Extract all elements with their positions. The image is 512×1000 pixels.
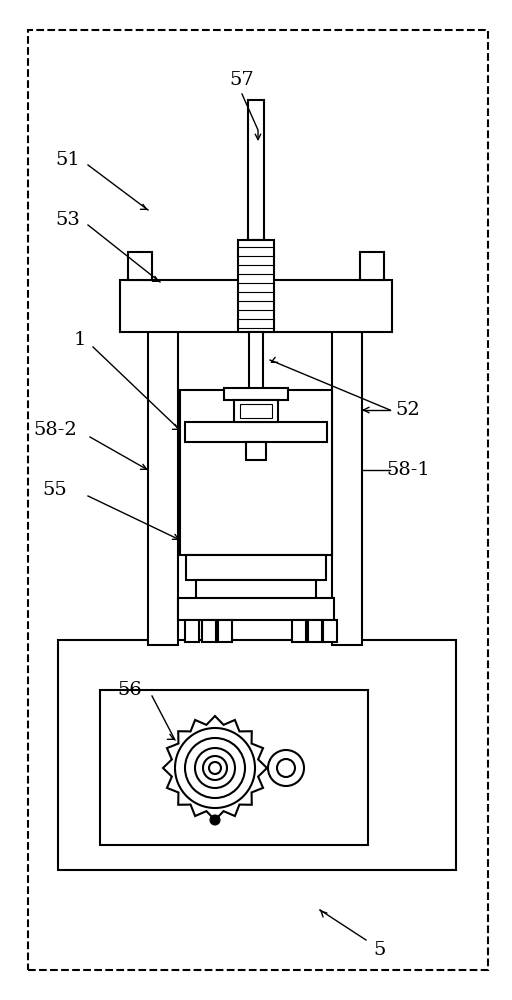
Text: 58-1: 58-1	[386, 461, 430, 479]
Bar	[58, 640, 456, 870]
Bar	[28, 30, 488, 970]
Bar	[246, 442, 266, 460]
Bar	[180, 390, 332, 555]
Bar	[218, 620, 232, 642]
Text: 57: 57	[229, 71, 254, 89]
Bar	[234, 400, 278, 422]
Text: 58-2: 58-2	[33, 421, 77, 439]
Bar	[202, 620, 216, 642]
Bar	[238, 240, 274, 332]
Bar	[360, 252, 384, 280]
Bar	[196, 580, 316, 600]
Text: 55: 55	[42, 481, 68, 499]
Bar	[186, 555, 326, 580]
Bar	[248, 100, 264, 240]
Text: 5: 5	[374, 941, 386, 959]
Text: 56: 56	[118, 681, 142, 699]
Text: 1: 1	[74, 331, 86, 349]
Bar	[308, 620, 322, 642]
Bar	[292, 620, 306, 642]
Bar	[185, 422, 327, 442]
Bar	[185, 620, 199, 642]
Bar	[224, 388, 288, 400]
Bar	[323, 620, 337, 642]
Text: 52: 52	[396, 401, 420, 419]
Bar	[120, 280, 392, 332]
Bar	[332, 290, 362, 645]
Bar	[100, 690, 368, 845]
Bar	[249, 332, 263, 390]
Bar	[240, 404, 272, 418]
Bar	[128, 252, 152, 280]
Circle shape	[210, 815, 220, 825]
Bar	[148, 290, 178, 645]
Text: 51: 51	[56, 151, 80, 169]
Bar	[178, 598, 334, 620]
Text: 53: 53	[56, 211, 80, 229]
